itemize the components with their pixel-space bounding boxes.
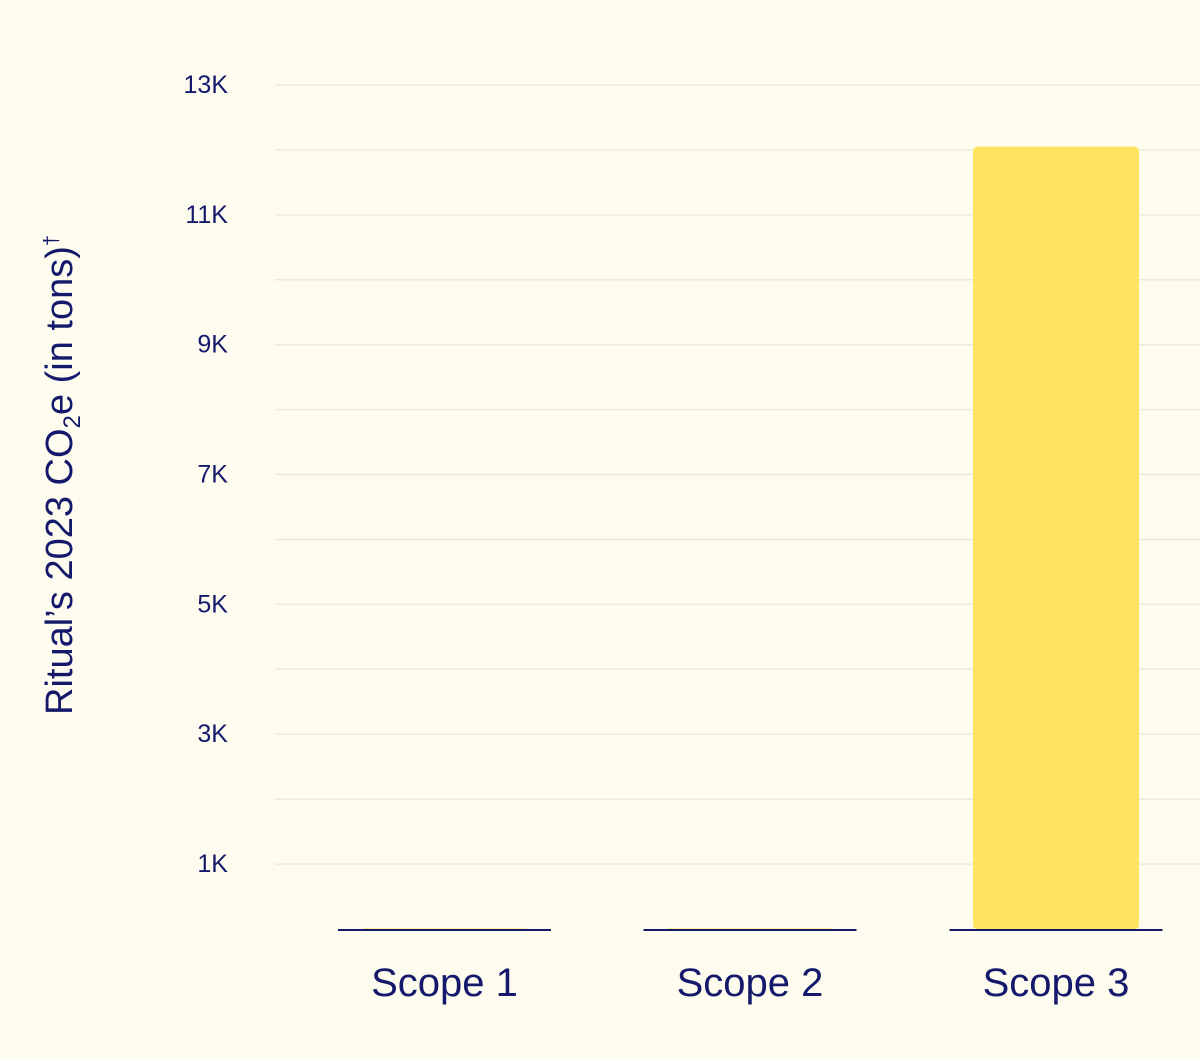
y-axis-label: Ritual’s 2023 CO2e (in tons)†	[39, 235, 86, 715]
y-axis-label-main: Ritual’s 2023 CO	[39, 428, 81, 715]
bar-scope-1	[361, 928, 528, 929]
y-tick-label: 3K	[197, 720, 228, 748]
bar-scope-3	[973, 146, 1139, 929]
y-tick-label: 11K	[185, 201, 228, 229]
y-axis-label-superscript: †	[41, 235, 63, 246]
y-axis-ticks: 1K 3K 5K 7K 9K 11K 13K	[184, 71, 229, 878]
y-tick-label: 1K	[197, 850, 228, 878]
y-axis-label-subscript: 2	[59, 415, 86, 428]
bars	[361, 146, 1139, 929]
x-axis-labels: Scope 1 Scope 2 Scope 3	[371, 961, 1129, 1005]
x-category-label: Scope 1	[371, 961, 518, 1005]
x-category-label: Scope 3	[983, 961, 1130, 1005]
y-tick-label: 9K	[197, 331, 228, 359]
y-tick-label: 7K	[197, 461, 228, 489]
y-tick-label: 13K	[184, 71, 229, 99]
y-axis-label-after-subscript: e (in tons)	[39, 246, 81, 415]
x-category-label: Scope 2	[677, 961, 824, 1005]
y-tick-label: 5K	[197, 590, 228, 618]
bar-scope-2	[667, 928, 833, 929]
